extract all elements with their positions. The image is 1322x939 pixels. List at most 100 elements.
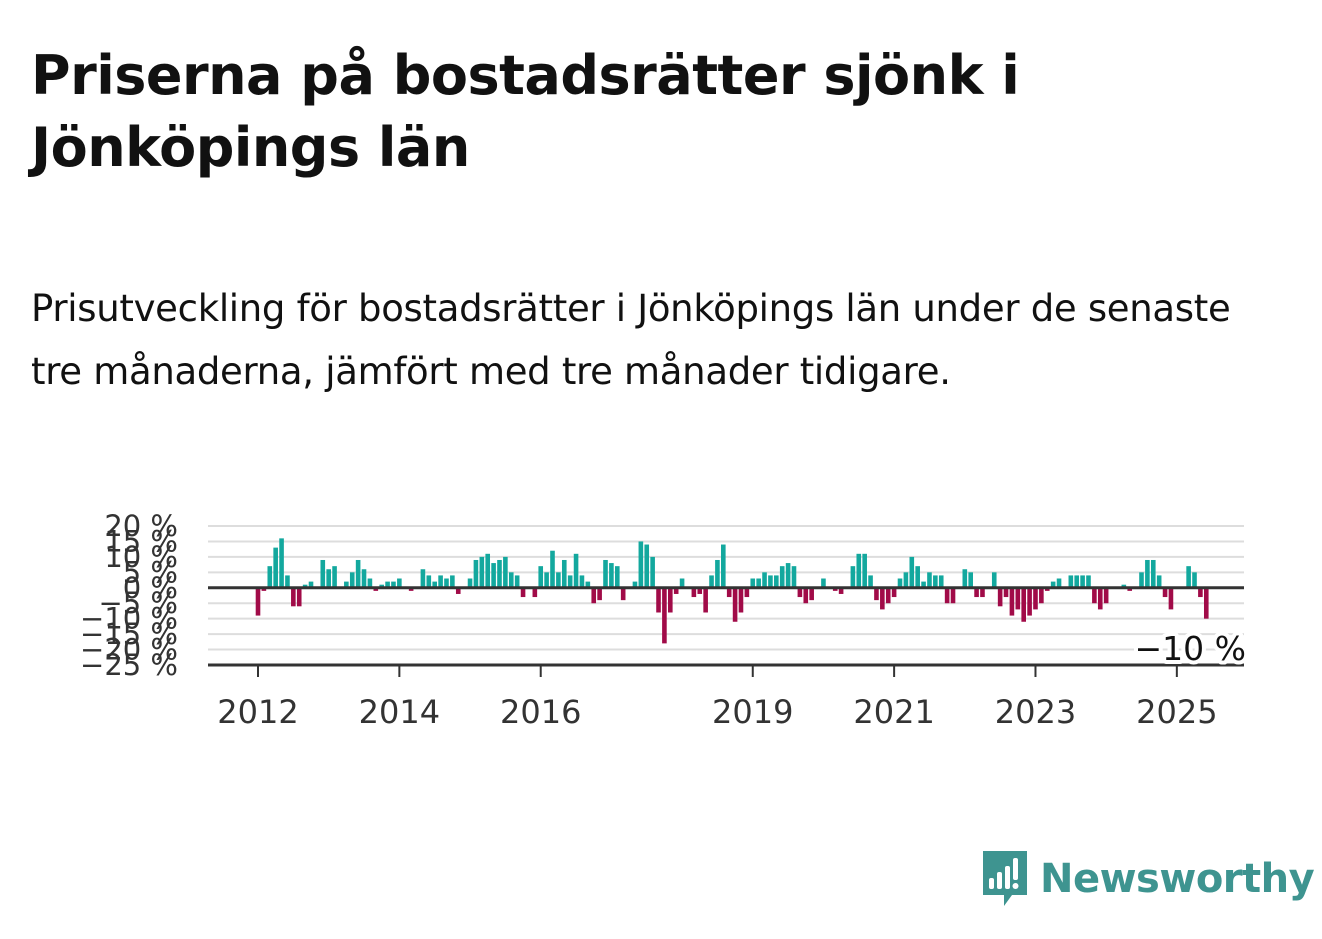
bar	[891, 587, 897, 598]
bar	[1156, 575, 1162, 588]
bar	[485, 553, 491, 588]
bar	[768, 575, 773, 588]
y-tick-label: −25 %	[80, 648, 178, 682]
annotation: −10 %	[1131, 625, 1251, 672]
bar	[656, 587, 661, 613]
bar	[455, 587, 461, 594]
bar	[1162, 587, 1168, 598]
bar	[638, 541, 644, 588]
bar	[1198, 587, 1203, 598]
bar	[373, 587, 379, 591]
y-tick-label: −20 %	[80, 633, 178, 667]
y-tick-label: 10 %	[104, 540, 178, 574]
y-tick-label: 5 %	[123, 555, 178, 589]
grid-lines	[208, 525, 1244, 651]
chart-subtitle: Prisutveckling för bostadsrätter i Jönkö…	[31, 287, 1231, 393]
bar	[732, 587, 738, 622]
bar	[703, 587, 708, 613]
bar	[503, 556, 508, 588]
bar	[579, 575, 585, 588]
bar	[285, 575, 290, 588]
bar	[344, 581, 349, 588]
bar	[255, 587, 261, 616]
bar	[785, 563, 791, 588]
x-tick-label: 2014	[359, 693, 440, 730]
bar	[709, 575, 714, 588]
bar	[668, 587, 673, 613]
bar	[426, 575, 432, 588]
bar	[868, 575, 873, 588]
bar	[438, 575, 443, 588]
bar	[614, 566, 620, 588]
bar	[1092, 587, 1097, 604]
bar	[1003, 587, 1009, 598]
bar	[944, 587, 950, 604]
bar	[597, 587, 602, 601]
bar	[797, 587, 803, 598]
bar	[508, 572, 514, 588]
bars	[255, 538, 1209, 644]
bar	[561, 559, 567, 588]
y-tick-label: 20 %	[104, 509, 178, 543]
bar	[962, 569, 968, 588]
bar	[750, 578, 756, 588]
bar	[779, 566, 785, 588]
bar	[662, 587, 667, 644]
bar	[556, 572, 561, 588]
y-tick-label: 15 %	[104, 524, 178, 558]
bar	[603, 559, 608, 588]
bar	[1139, 572, 1144, 588]
bar	[821, 578, 826, 588]
bar	[420, 569, 426, 588]
bar	[915, 566, 920, 588]
bar	[479, 556, 485, 588]
bar	[302, 584, 308, 588]
bar	[332, 566, 337, 588]
bar	[1050, 581, 1056, 588]
bar	[1056, 578, 1062, 588]
bar	[1086, 575, 1091, 588]
bar	[803, 587, 809, 604]
bar	[1150, 559, 1156, 588]
y-axis-labels: 20 %15 %10 %5 %0 %−5 %−10 %−15 %−20 %−25…	[80, 509, 178, 682]
bar	[897, 578, 903, 588]
bar	[620, 587, 626, 601]
bar	[261, 587, 267, 591]
bar	[903, 572, 909, 588]
x-tick-label: 2023	[995, 693, 1076, 730]
bar	[991, 572, 997, 588]
y-tick-label: −5 %	[98, 586, 178, 620]
bar	[444, 578, 449, 588]
bar	[968, 572, 973, 588]
bar	[809, 587, 814, 601]
bar	[1203, 587, 1209, 619]
y-tick-label: 0 %	[123, 571, 178, 605]
bar	[1192, 572, 1197, 588]
bar	[397, 578, 402, 588]
bar	[838, 587, 844, 594]
bar	[697, 587, 703, 594]
bar	[856, 553, 862, 588]
bar	[974, 587, 979, 598]
bar	[473, 559, 479, 588]
bar	[585, 581, 591, 588]
axes	[208, 586, 1244, 667]
bar	[432, 581, 437, 588]
chart-title: Priserna på bostadsrätter sjönk i Jönköp…	[31, 44, 1020, 179]
bar	[762, 572, 767, 588]
bar	[308, 581, 314, 588]
bar	[1121, 584, 1127, 588]
bar	[491, 563, 496, 588]
bar	[738, 587, 744, 613]
bar	[1097, 587, 1103, 610]
bar	[726, 587, 732, 598]
bar	[1021, 587, 1026, 622]
bar	[467, 578, 473, 588]
bar	[514, 575, 520, 588]
bar	[550, 550, 555, 588]
bar	[450, 575, 455, 588]
bar	[691, 587, 697, 598]
bar	[573, 553, 579, 588]
newsworthy-logo: Newsworthy	[980, 848, 1315, 910]
bar	[850, 566, 856, 588]
